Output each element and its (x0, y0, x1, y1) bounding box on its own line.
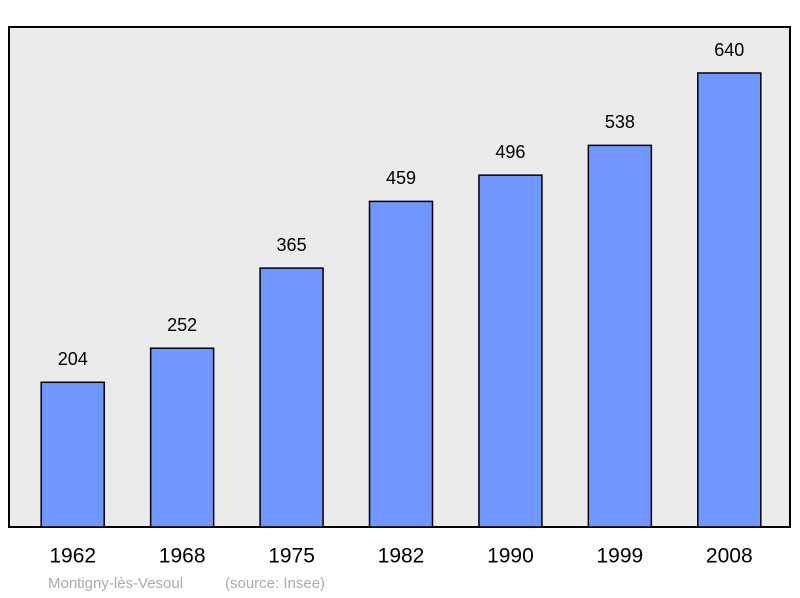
bar (368, 200, 434, 528)
source: (source: Insee) (225, 575, 325, 592)
value-label: 459 (386, 168, 416, 188)
value-label: 252 (167, 315, 197, 335)
x-tick-label: 2008 (706, 545, 753, 568)
x-tick-label: 1982 (378, 545, 425, 568)
x-tick-label: 1999 (596, 545, 643, 568)
value-label: 538 (605, 112, 635, 132)
value-label: 204 (58, 349, 88, 369)
bar (697, 72, 762, 528)
value-label: 640 (714, 40, 744, 60)
caption: Montigny-lès-Vesoul (48, 575, 183, 592)
x-tick-label: 1975 (268, 545, 315, 568)
bar (587, 144, 653, 528)
bar (259, 267, 324, 528)
bar (40, 381, 105, 528)
bar (149, 347, 215, 528)
x-tick-label: 1990 (487, 545, 534, 568)
bar (478, 174, 543, 528)
value-label: 496 (495, 142, 525, 162)
x-tick-label: 1968 (159, 545, 206, 568)
x-tick-label: 1962 (49, 545, 96, 568)
value-label: 365 (277, 235, 307, 255)
